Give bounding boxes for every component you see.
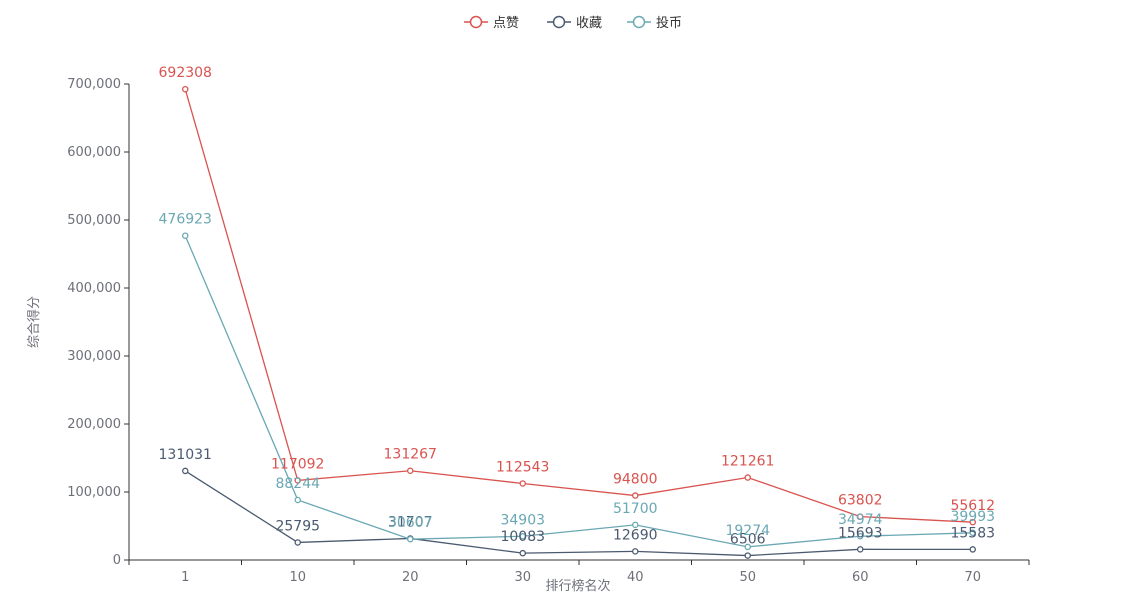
x-tick-label: 1 [181,570,189,585]
legend[interactable]: 点赞 收藏 投币 [464,15,682,31]
legend-label: 收藏 [576,16,602,31]
data-point[interactable] [181,467,189,475]
x-axis-title: 排行榜名次 [545,578,610,594]
data-labels: 692308 117092 131267 112543 94800 121261 63802… [159,65,996,547]
series-投币 [181,232,977,551]
series-line [184,470,973,557]
data-label: 6506 [730,532,766,548]
data-point[interactable] [406,535,414,543]
data-label: 15693 [838,525,883,541]
x-tick-label: 10 [289,570,306,585]
data-label: 34903 [500,512,545,528]
data-point[interactable] [969,529,977,537]
data-label: 31707 [388,514,433,530]
data-point[interactable] [519,549,527,557]
data-point[interactable] [181,232,189,239]
legend-label: 投币 [656,15,682,31]
data-point[interactable] [969,518,977,526]
data-point[interactable] [632,521,639,529]
data-label: 63802 [838,493,883,509]
data-label: 15583 [950,525,995,541]
data-point[interactable] [294,477,301,484]
data-label: 25795 [275,518,320,534]
data-point[interactable] [969,546,977,553]
series-line [184,89,973,523]
data-point[interactable] [744,552,752,559]
data-point[interactable] [857,546,864,553]
data-point[interactable] [294,496,301,504]
data-point[interactable] [632,492,639,499]
data-label: 51700 [613,501,658,517]
x-tick-label: 70 [964,570,981,585]
data-label: 19274 [725,523,770,539]
x-axis: 1 10 20 30 40 50 60 70 [128,559,1030,585]
data-point[interactable] [519,480,527,487]
data-point[interactable] [632,548,639,555]
data-label: 39993 [950,509,995,525]
legend-item-点赞[interactable]: 点赞 [464,15,519,31]
y-tick-label: 400,000 [67,281,121,296]
y-axis: 0 100,000 200,000 300,000 400,000 500,000 600,… [67,77,130,568]
legend-label: 点赞 [493,16,519,31]
data-label: 30607 [388,515,433,531]
data-label: 131267 [384,447,437,463]
data-label: 88244 [275,476,320,492]
y-tick-label: 0 [113,553,121,568]
series-layer [181,85,977,559]
legend-marker-icon [469,15,483,29]
data-label: 55612 [950,498,995,514]
data-point[interactable] [406,467,414,474]
series-点赞 [181,85,977,526]
data-label: 121261 [721,454,774,470]
data-point[interactable] [744,543,752,551]
legend-item-投币[interactable]: 投币 [627,15,682,31]
x-tick-label: 40 [627,570,644,585]
y-tick-label: 600,000 [67,145,121,160]
y-tick-label: 200,000 [67,417,121,432]
data-point[interactable] [857,532,864,540]
data-point[interactable] [294,539,301,546]
y-tick-label: 700,000 [67,77,121,92]
x-tick-label: 60 [852,570,869,585]
y-axis-title: 综合得分 [26,296,42,348]
legend-marker-icon [632,15,646,29]
data-point[interactable] [857,513,864,520]
data-label: 112543 [496,459,549,475]
legend-marker-icon [552,15,566,29]
data-label: 10083 [500,529,545,545]
y-tick-label: 500,000 [67,213,121,228]
x-tick-label: 20 [402,570,419,585]
data-point[interactable] [519,533,527,540]
y-tick-label: 300,000 [67,349,121,364]
data-label: 12690 [613,527,658,543]
data-label: 476923 [159,212,212,228]
data-point[interactable] [181,85,189,93]
data-label: 117092 [271,456,324,472]
data-label: 692308 [159,65,212,81]
data-label: 34974 [838,512,883,528]
legend-item-收藏[interactable]: 收藏 [547,15,602,31]
data-label: 131031 [159,447,212,463]
data-point[interactable] [744,474,752,481]
x-tick-label: 30 [514,570,531,585]
data-label: 94800 [613,472,658,488]
x-tick-label: 50 [739,570,756,585]
series-line [184,235,973,548]
y-tick-label: 100,000 [67,485,121,500]
